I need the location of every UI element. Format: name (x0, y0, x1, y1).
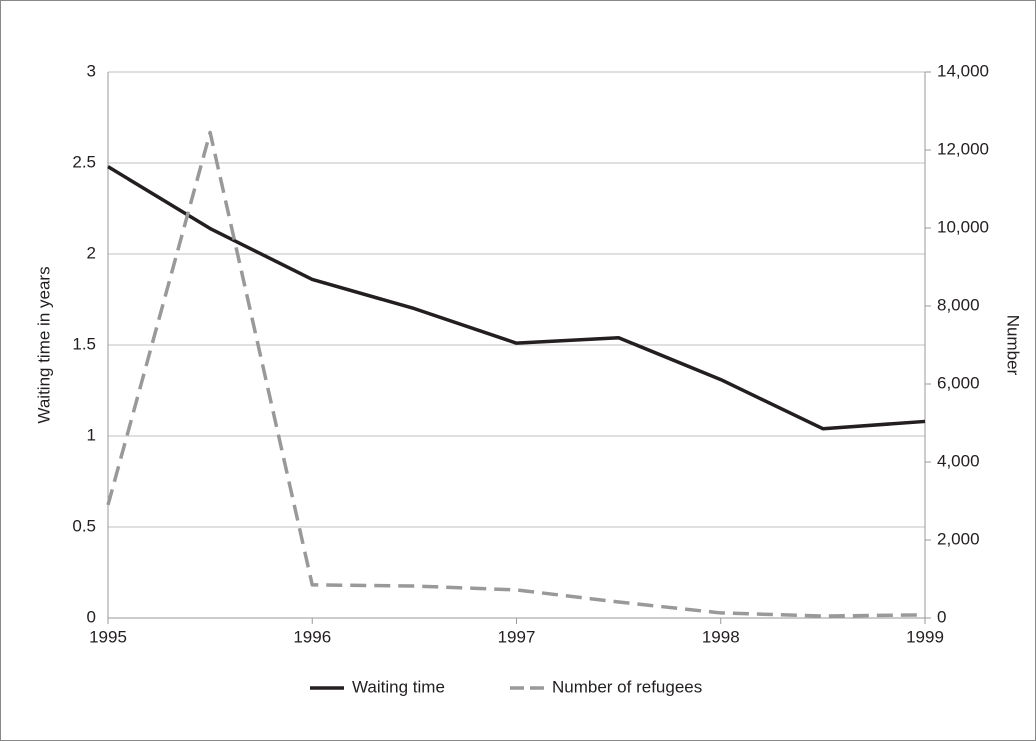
legend-label: Number of refugees (552, 677, 702, 696)
y-tick-label: 0.5 (72, 516, 96, 535)
x-tick-label: 1998 (702, 627, 740, 646)
y-tick-label: 2.5 (72, 152, 96, 171)
y2-tick-label: 0 (937, 607, 946, 626)
y2-tick-label: 14,000 (937, 61, 989, 80)
y2-tick-label: 6,000 (937, 373, 980, 392)
y-tick-label: 2 (87, 243, 96, 262)
y-tick-label: 3 (87, 61, 96, 80)
legend-label: Waiting time (352, 677, 445, 696)
series-line (106, 130, 926, 618)
y2-tick-label: 2,000 (937, 529, 980, 548)
y2-tick-label: 10,000 (937, 217, 989, 236)
x-tick-label: 1999 (906, 627, 944, 646)
y2-tick-label: 4,000 (937, 451, 980, 470)
y2-axis-title: Number (1004, 315, 1023, 376)
x-tick-label: 1997 (498, 627, 536, 646)
series-line (107, 165, 926, 431)
x-tick-label: 1995 (89, 627, 127, 646)
y-tick-label: 1 (87, 425, 96, 444)
x-tick-label: 1996 (293, 627, 331, 646)
y-tick-label: 0 (87, 607, 96, 626)
y-axis-title: Waiting time in years (34, 266, 53, 423)
y-tick-label: 1.5 (72, 334, 96, 353)
y2-tick-label: 12,000 (937, 139, 989, 158)
y2-tick-label: 8,000 (937, 295, 980, 314)
